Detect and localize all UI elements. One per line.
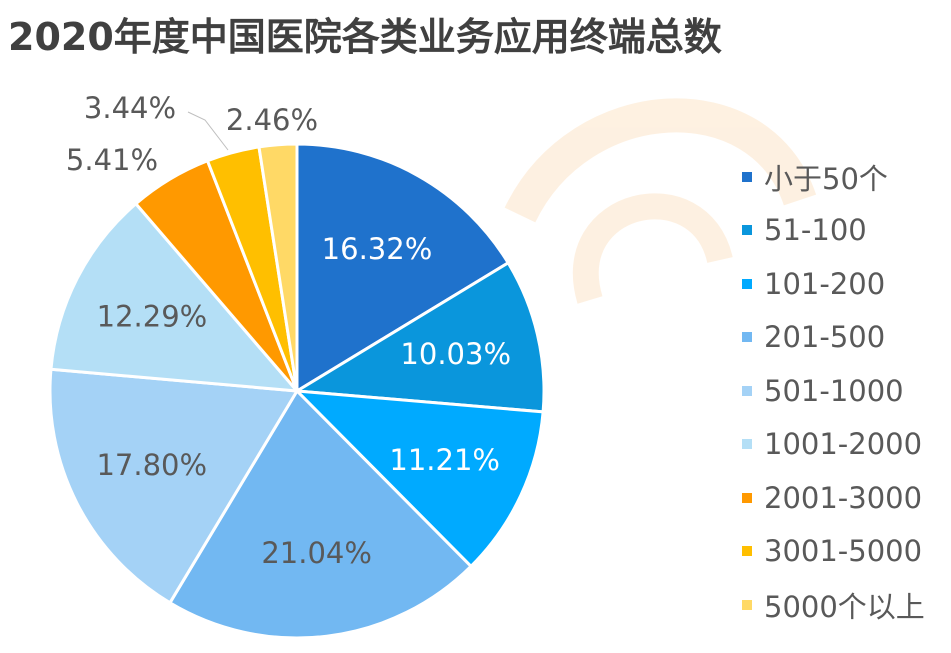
data-label-6: 5.41% — [66, 143, 158, 177]
legend-item: 2001-3000 — [742, 471, 925, 525]
legend-swatch — [742, 546, 752, 557]
data-label-7: 3.44% — [84, 91, 176, 125]
legend-swatch — [742, 332, 752, 343]
legend: 小于50个 51-100 101-200 201-500 501-1000 1001-20… — [742, 150, 925, 632]
pie-slice-3 — [167, 388, 474, 640]
data-label-3: 21.04% — [261, 536, 372, 570]
legend-label: 101-200 — [764, 266, 886, 301]
legend-label: 3001-5000 — [764, 534, 923, 569]
legend-item: 501-1000 — [742, 364, 925, 418]
legend-label: 501-1000 — [764, 373, 904, 408]
legend-swatch — [742, 599, 752, 610]
legend-swatch — [742, 278, 752, 289]
legend-item: 201-500 — [742, 311, 925, 365]
data-label-0: 16.32% — [322, 232, 433, 266]
data-label-8: 2.46% — [226, 103, 318, 137]
pie-slice-1 — [292, 260, 546, 414]
legend-swatch — [742, 439, 752, 450]
pie-slice-0 — [295, 142, 511, 394]
legend-label: 2001-3000 — [764, 480, 923, 515]
legend-label: 5000个以上 — [764, 589, 925, 624]
data-label-1: 10.03% — [400, 337, 511, 371]
legend-item: 5000个以上 — [742, 578, 925, 632]
legend-swatch — [742, 492, 752, 503]
pie-slice-4 — [48, 367, 300, 605]
leader-line — [187, 111, 229, 151]
data-label-4: 17.80% — [96, 448, 207, 482]
legend-item: 101-200 — [742, 257, 925, 311]
legend-label: 201-500 — [764, 320, 886, 355]
data-label-2: 11.21% — [389, 443, 500, 477]
pie-slice-2 — [293, 389, 545, 569]
legend-swatch — [742, 171, 752, 182]
watermark — [504, 98, 817, 304]
legend-item: 51-100 — [742, 204, 925, 258]
legend-label: 小于50个 — [764, 161, 888, 196]
legend-item: 3001-5000 — [742, 525, 925, 579]
legend-label: 1001-2000 — [764, 427, 923, 462]
pie-slice-5 — [49, 201, 301, 393]
legend-label: 51-100 — [764, 213, 867, 248]
legend-item: 小于50个 — [742, 150, 925, 204]
legend-item: 1001-2000 — [742, 418, 925, 472]
chart-title: 2020年度中国医院各类业务应用终端总数 — [8, 15, 722, 59]
data-label-5: 12.29% — [97, 300, 208, 334]
legend-swatch — [742, 385, 752, 396]
pie-slice-8 — [257, 142, 299, 392]
legend-swatch — [742, 225, 752, 236]
